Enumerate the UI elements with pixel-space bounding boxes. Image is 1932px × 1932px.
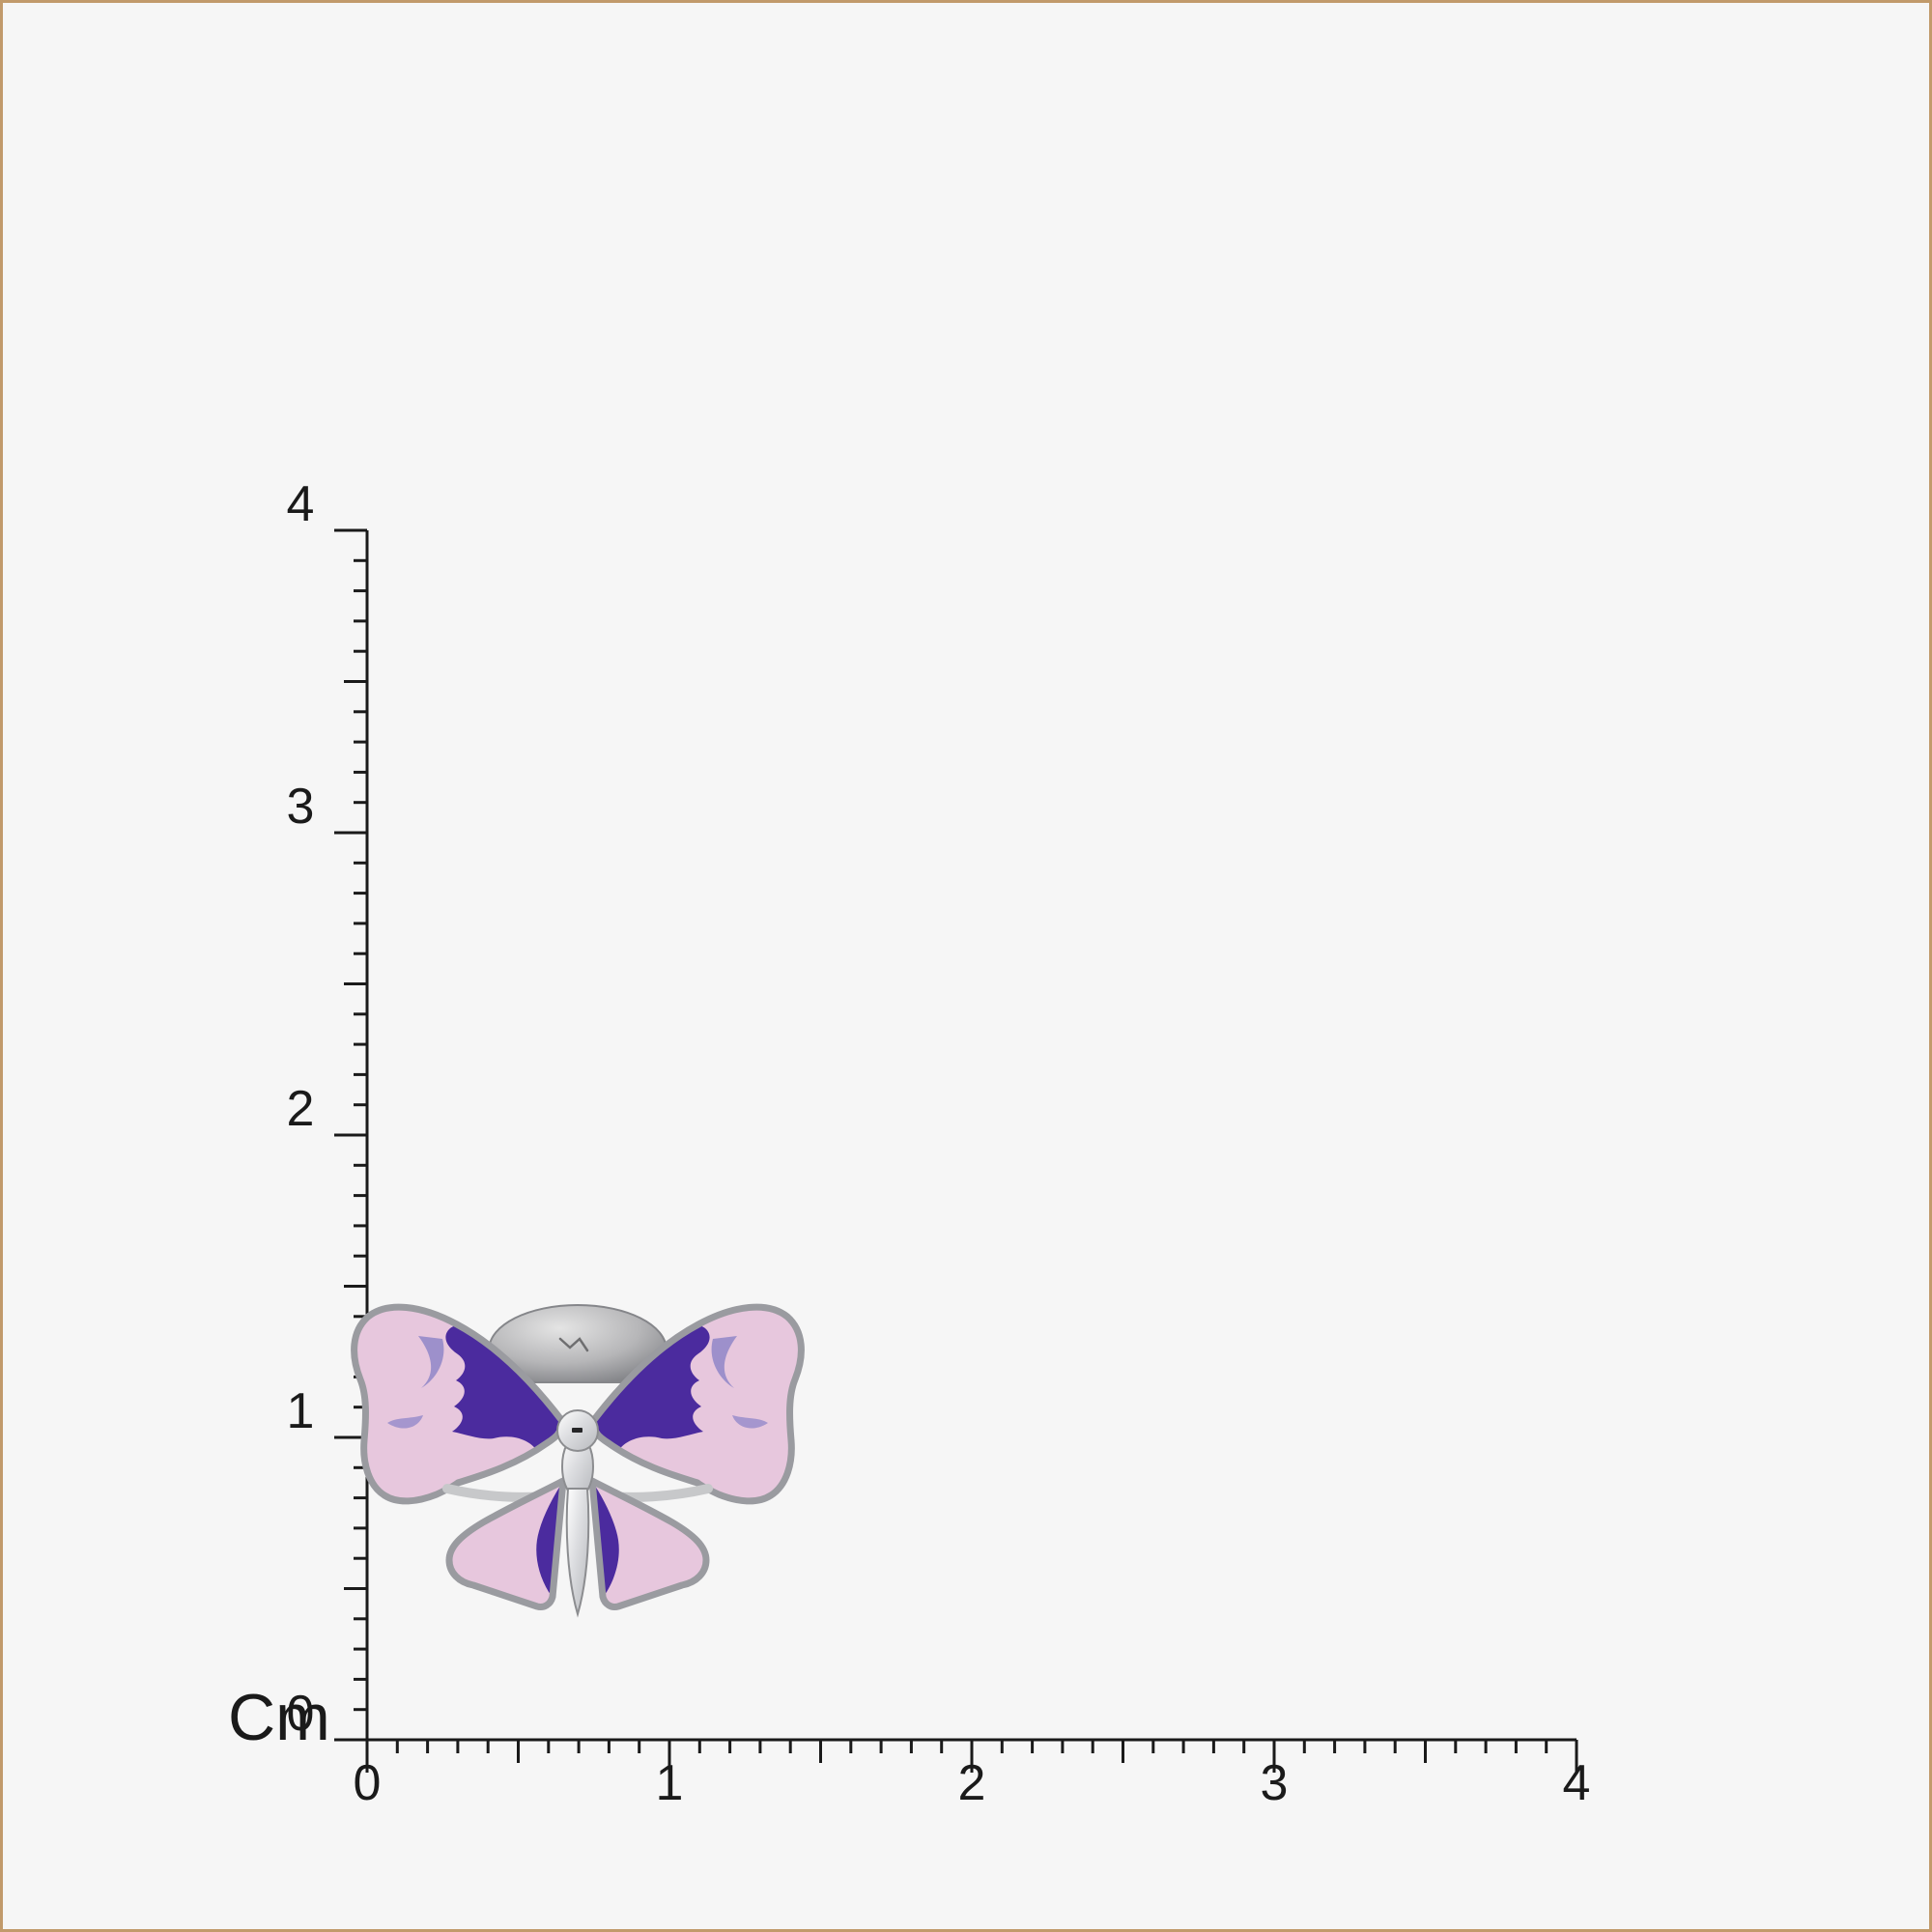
svg-text:1: 1 <box>656 1755 684 1811</box>
svg-text:1: 1 <box>287 1383 315 1439</box>
svg-text:2: 2 <box>287 1081 315 1137</box>
svg-text:2: 2 <box>958 1755 986 1811</box>
svg-text:4: 4 <box>1563 1755 1591 1811</box>
svg-text:4: 4 <box>287 476 315 532</box>
svg-text:3: 3 <box>287 779 315 835</box>
svg-text:3: 3 <box>1261 1755 1289 1811</box>
svg-text:0: 0 <box>354 1755 382 1811</box>
svg-text:Cm: Cm <box>228 1681 330 1754</box>
